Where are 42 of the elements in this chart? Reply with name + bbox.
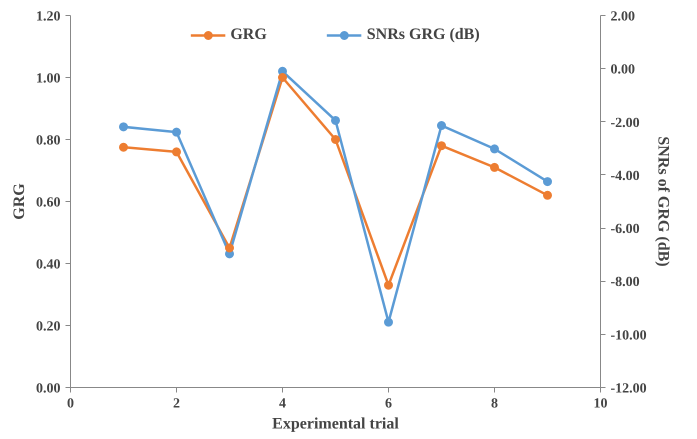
y-tick-label: 1.20 <box>36 10 60 24</box>
legend-label: SNRs GRG (dB) <box>366 26 480 44</box>
x-tick-label: 6 <box>385 396 392 412</box>
y2-tick-label: -10.00 <box>610 328 647 344</box>
point <box>384 280 393 290</box>
y2-tick-label: -8.00 <box>610 275 640 290</box>
y2-tick-label: 2.00 <box>610 10 635 24</box>
point <box>278 73 287 82</box>
point <box>543 190 552 200</box>
y-tick-label: 0.60 <box>36 196 60 210</box>
legend-label: GRG <box>230 26 267 44</box>
point <box>119 122 128 132</box>
point <box>490 144 499 154</box>
y-tick-label: 0.40 <box>36 258 60 272</box>
x-axis-title: Experimental trial <box>272 416 400 432</box>
point <box>437 121 446 130</box>
y2-tick-label: -4.00 <box>610 168 640 184</box>
point <box>172 128 181 137</box>
point <box>225 244 234 252</box>
point <box>331 135 340 144</box>
x-tick-label: 0 <box>67 396 74 412</box>
y-tick-label: 0.80 <box>36 134 60 148</box>
y2-tick-label: -2.00 <box>610 116 640 131</box>
point <box>490 162 499 172</box>
point <box>384 318 393 327</box>
x-tick-label: 2 <box>173 396 180 412</box>
y-tick-label: 0.00 <box>36 382 60 396</box>
point <box>119 142 128 152</box>
point <box>437 141 446 150</box>
x-tick-label: 4 <box>279 396 286 412</box>
y2-tick-label: -6.00 <box>610 222 640 238</box>
y2-tick-label: 0.00 <box>610 62 635 78</box>
point <box>331 116 340 125</box>
x-tick-label: 10 <box>594 396 608 412</box>
y-tick-label: 0.20 <box>36 320 60 334</box>
point <box>172 147 181 156</box>
x-tick-label: 8 <box>491 396 498 412</box>
y-axis-title: GRG <box>11 182 28 220</box>
y2-axis-title: SNRs of GRG (dB) <box>654 136 672 267</box>
point <box>543 177 552 186</box>
y-tick-label: 1.00 <box>36 72 60 86</box>
y2-tick-label: -12.00 <box>610 382 647 396</box>
